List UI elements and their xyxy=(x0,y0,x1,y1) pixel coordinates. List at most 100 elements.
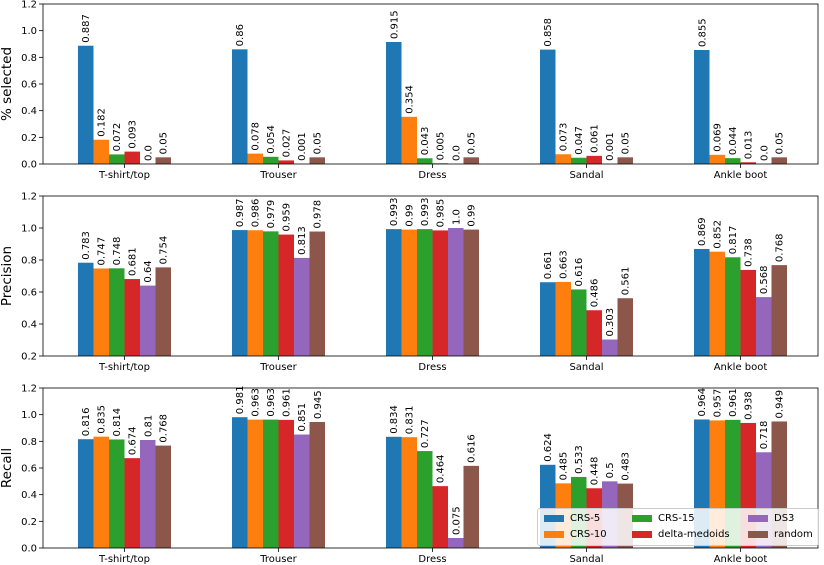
y-tick-label: 1.0 xyxy=(21,224,37,235)
x-tick-label-sandal: Sandal xyxy=(569,554,603,565)
bar-random-dress xyxy=(463,157,479,164)
bar-ds3-t-shirt-top xyxy=(140,440,156,548)
bar-crs-15-dress xyxy=(417,158,433,164)
data-label-crs-10-dress: 0.354 xyxy=(405,85,416,114)
bar-crs-15-sandal xyxy=(571,289,587,356)
bar-delta-medoids-t-shirt-top xyxy=(124,279,140,356)
y-tick-label: 0.0 xyxy=(21,160,37,171)
axes-frame xyxy=(42,195,819,357)
x-tick-label-trouser: Trouser xyxy=(259,170,297,181)
bar-delta-medoids-ankle-boot xyxy=(740,269,756,356)
data-label-random-t-shirt-top: 0.768 xyxy=(159,414,170,443)
data-label-crs-5-trouser: 0.86 xyxy=(235,24,246,46)
bar-delta-medoids-trouser xyxy=(278,234,294,356)
legend-entry-crs-10: CRS-10 xyxy=(544,529,607,540)
data-label-ds3-ankle-boot: 0.718 xyxy=(759,421,770,450)
bar-random-t-shirt-top xyxy=(155,157,171,164)
data-label-crs-15-trouser: 0.979 xyxy=(266,200,277,229)
data-label-random-ankle-boot: 0.768 xyxy=(775,233,786,262)
data-label-crs-10-sandal: 0.073 xyxy=(559,123,570,152)
bar-ds3-t-shirt-top xyxy=(140,285,156,356)
y-axis-label: Precision xyxy=(0,246,15,306)
data-label-crs-5-sandal: 0.624 xyxy=(543,433,554,462)
data-label-random-sandal: 0.561 xyxy=(621,267,632,296)
bar-crs-5-t-shirt-top xyxy=(78,45,94,164)
data-label-random-t-shirt-top: 0.754 xyxy=(159,236,170,265)
legend-swatch-ds3 xyxy=(748,515,768,522)
bar-ds3-dress xyxy=(448,228,464,356)
bar-crs-15-ankle-boot xyxy=(725,158,741,164)
bar-delta-medoids-ankle-boot xyxy=(740,162,756,164)
bar-crs-10-t-shirt-top xyxy=(93,436,109,548)
data-label-delta-medoids-sandal: 0.486 xyxy=(590,279,601,308)
data-label-crs-10-ankle-boot: 0.069 xyxy=(713,123,724,152)
data-label-crs-10-trouser: 0.963 xyxy=(251,388,262,417)
y-tick-label: 0.8 xyxy=(21,256,37,267)
legend-swatch-crs-10 xyxy=(544,531,564,538)
data-label-crs-10-trouser: 0.986 xyxy=(251,199,262,228)
data-label-crs-15-ankle-boot: 0.044 xyxy=(728,126,739,155)
data-label-delta-medoids-sandal: 0.061 xyxy=(590,124,601,153)
data-label-random-t-shirt-top: 0.05 xyxy=(159,132,170,154)
bar-ds3-ankle-boot xyxy=(756,297,772,356)
data-label-random-sandal: 0.05 xyxy=(621,132,632,154)
data-label-delta-medoids-ankle-boot: 0.738 xyxy=(744,238,755,267)
data-label-ds3-trouser: 0.001 xyxy=(297,132,308,161)
data-label-ds3-t-shirt-top: 0.0 xyxy=(143,145,154,161)
data-label-crs-10-sandal: 0.663 xyxy=(559,250,570,279)
bar-random-sandal xyxy=(617,157,633,164)
bar-delta-medoids-trouser xyxy=(278,160,294,164)
bar-crs-15-dress xyxy=(417,451,433,548)
x-tick-label-dress: Dress xyxy=(418,362,446,373)
bar-crs-10-trouser xyxy=(247,230,263,356)
bar-delta-medoids-sandal xyxy=(586,155,602,164)
data-label-ds3-t-shirt-top: 0.81 xyxy=(143,415,154,437)
legend-label-crs-5: CRS-5 xyxy=(570,513,601,524)
x-tick-label-trouser: Trouser xyxy=(259,362,297,373)
data-label-crs-15-sandal: 0.047 xyxy=(574,126,585,155)
data-label-random-trouser: 0.978 xyxy=(313,200,324,229)
y-axis-label: Recall xyxy=(0,448,15,488)
y-tick-label: 1.0 xyxy=(21,26,37,37)
data-label-crs-5-trouser: 0.987 xyxy=(235,198,246,227)
bar-random-dress xyxy=(463,465,479,548)
data-label-crs-15-sandal: 0.533 xyxy=(574,445,585,474)
y-tick-label: 0.6 xyxy=(21,464,37,475)
x-tick-label-ankle-boot: Ankle boot xyxy=(714,362,768,373)
data-label-crs-10-trouser: 0.078 xyxy=(251,122,262,151)
data-label-crs-5-t-shirt-top: 0.887 xyxy=(81,14,92,43)
legend-entry-ds3: DS3 xyxy=(748,513,794,524)
data-label-delta-medoids-trouser: 0.959 xyxy=(282,203,293,232)
y-tick-label: 1.2 xyxy=(21,192,37,203)
bar-crs-15-t-shirt-top xyxy=(109,268,125,356)
data-label-crs-5-ankle-boot: 0.869 xyxy=(697,217,708,246)
data-label-crs-10-ankle-boot: 0.852 xyxy=(713,220,724,249)
data-label-crs-15-dress: 0.043 xyxy=(420,127,431,156)
data-label-crs-10-dress: 0.831 xyxy=(405,406,416,435)
data-label-delta-medoids-trouser: 0.027 xyxy=(282,129,293,158)
data-label-crs-10-t-shirt-top: 0.182 xyxy=(97,108,108,137)
data-label-delta-medoids-ankle-boot: 0.938 xyxy=(744,391,755,420)
panel-recall: 0.0 0.2 0.4 0.6 0.8 1.0 1.2 Recall 0.816 0.835 0.8… xyxy=(0,384,819,565)
bar-crs-15-trouser xyxy=(263,156,279,164)
bar-ds3-dress xyxy=(448,538,464,548)
data-label-crs-15-ankle-boot: 0.817 xyxy=(728,226,739,255)
data-label-crs-10-t-shirt-top: 0.835 xyxy=(97,405,108,434)
bar-crs-15-sandal xyxy=(571,157,587,164)
bar-crs-15-trouser xyxy=(263,419,279,548)
legend-label-ds3: DS3 xyxy=(774,513,795,524)
bar-ds3-trouser xyxy=(294,257,310,356)
data-label-ds3-sandal: 0.303 xyxy=(605,308,616,337)
data-label-random-dress: 0.05 xyxy=(467,132,478,154)
data-label-delta-medoids-dress: 0.464 xyxy=(436,454,447,483)
data-label-crs-5-trouser: 0.981 xyxy=(235,386,246,415)
bar-crs-5-dress xyxy=(386,436,402,548)
data-label-crs-5-t-shirt-top: 0.783 xyxy=(81,231,92,260)
y-tick-label: 0.6 xyxy=(21,80,37,91)
data-label-crs-5-dress: 0.993 xyxy=(389,197,400,226)
data-label-crs-15-trouser: 0.054 xyxy=(266,125,277,154)
bar-random-t-shirt-top xyxy=(155,267,171,356)
x-tick-label-dress: Dress xyxy=(418,170,446,181)
y-tick-label: 1.0 xyxy=(21,410,37,421)
